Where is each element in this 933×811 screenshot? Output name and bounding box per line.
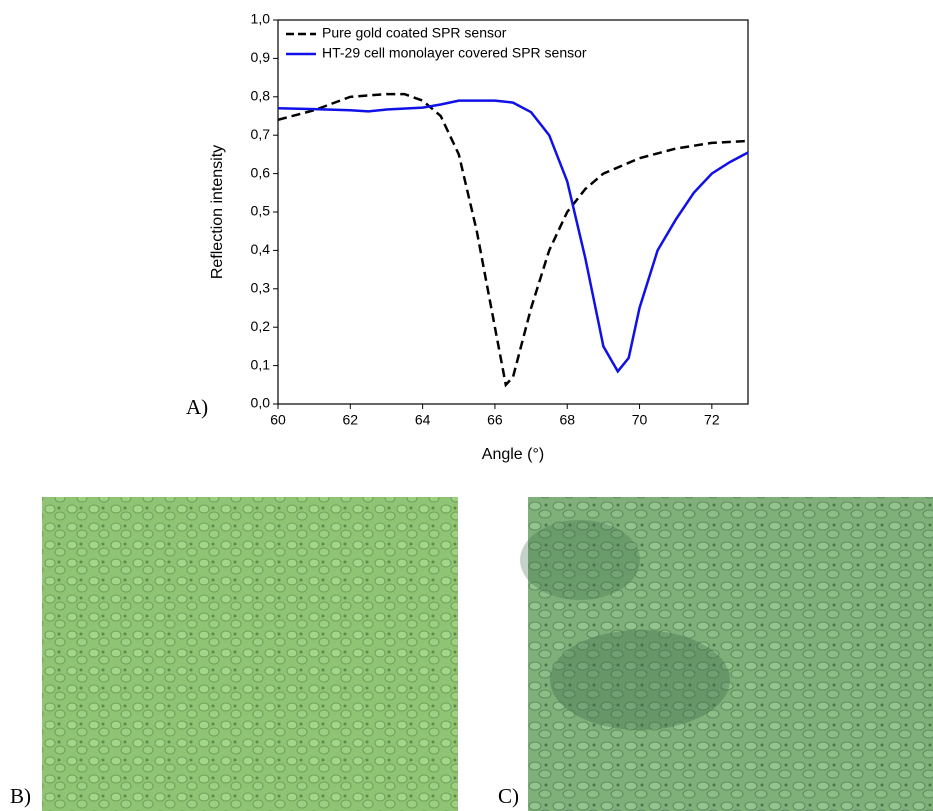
x-tick-label: 60 (270, 412, 286, 428)
micrograph-c (528, 497, 933, 811)
x-tick-label: 66 (487, 412, 503, 428)
y-tick-label: 0,0 (251, 395, 271, 411)
y-tick-label: 0,5 (251, 203, 271, 219)
legend-label: Pure gold coated SPR sensor (322, 25, 507, 41)
x-tick-label: 64 (415, 412, 431, 428)
panel-label: A) (186, 395, 208, 419)
y-tick-label: 0,9 (251, 49, 271, 65)
y-tick-label: 0,2 (251, 318, 271, 334)
dark-region (520, 520, 640, 600)
y-tick-label: 0,7 (251, 126, 271, 142)
y-axis-label: Reflection intensity (209, 145, 226, 279)
panel-label: C) (498, 784, 519, 808)
data-line (277, 92, 749, 388)
y-tick-label: 0,8 (251, 88, 271, 104)
y-tick-label: 0,3 (251, 280, 271, 296)
dark-region (550, 630, 730, 730)
micrograph-b (42, 497, 458, 811)
data-line (277, 99, 749, 374)
legend-label: HT-29 cell monolayer covered SPR sensor (322, 45, 587, 61)
y-tick-label: 0,6 (251, 164, 271, 180)
y-tick-label: 0,1 (251, 356, 271, 372)
x-tick-label: 68 (559, 412, 575, 428)
y-tick-label: 1,0 (251, 11, 271, 27)
y-tick-label: 0,4 (251, 241, 271, 257)
x-tick-label: 62 (343, 412, 359, 428)
x-axis-label: Angle (°) (482, 446, 544, 463)
x-tick-label: 72 (704, 412, 720, 428)
plot-frame (277, 19, 749, 405)
panel-label: B) (10, 784, 31, 808)
x-tick-label: 70 (632, 412, 648, 428)
